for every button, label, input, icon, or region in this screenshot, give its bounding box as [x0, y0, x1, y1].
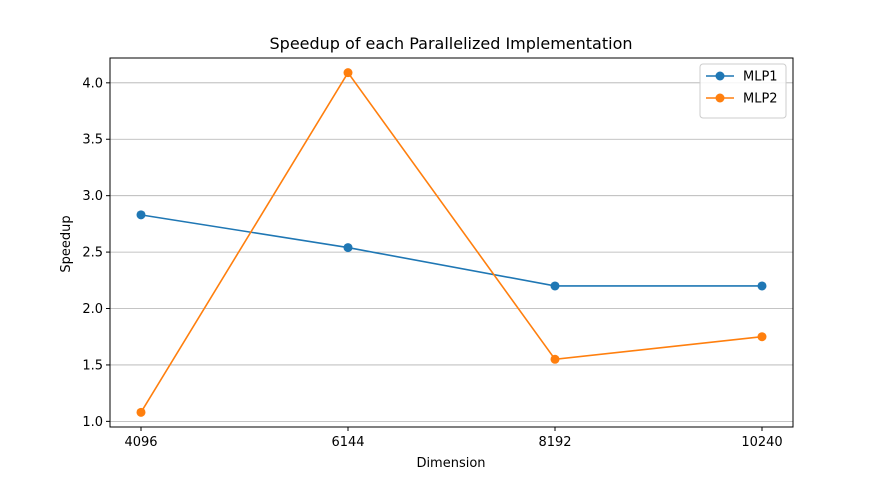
x-tick-label: 8192 — [538, 435, 571, 450]
y-tick-label: 4.0 — [82, 76, 103, 91]
data-point-mlp2 — [136, 407, 146, 417]
y-tick-label: 2.5 — [82, 246, 103, 261]
legend-swatch-marker — [715, 93, 725, 103]
legend-label-mlp1: MLP1 — [743, 70, 778, 85]
y-axis-label: Speedup — [59, 215, 74, 272]
legend-swatch-marker — [715, 71, 725, 81]
y-tick-label: 3.0 — [82, 189, 103, 204]
legend: MLP1 MLP2 — [699, 63, 787, 119]
legend-label-mlp2: MLP2 — [743, 92, 778, 107]
chart-title: Speedup of each Parallelized Implementat… — [270, 34, 633, 53]
series-line-mlp1 — [140, 214, 762, 287]
axis-ticks: 1.0 1.5 2.0 2.5 3.0 3.5 4.0 4096 6144 8192 10240 — [82, 76, 782, 450]
grid-lines — [110, 82, 793, 422]
plot-frame — [109, 57, 794, 428]
data-point-mlp1 — [136, 210, 146, 220]
data-point-mlp1 — [757, 281, 767, 291]
x-tick-label: 4096 — [124, 435, 157, 450]
data-point-mlp2 — [550, 354, 560, 364]
data-point-mlp2 — [757, 332, 767, 342]
data-point-mlp1 — [343, 243, 353, 253]
data-point-mlp1 — [550, 281, 560, 291]
x-tick-label: 6144 — [331, 435, 364, 450]
x-axis-label: Dimension — [416, 456, 485, 471]
y-tick-label: 1.0 — [82, 415, 103, 430]
y-tick-label: 2.0 — [82, 302, 103, 317]
data-point-mlp2 — [343, 68, 353, 78]
y-tick-label: 3.5 — [82, 133, 103, 148]
y-tick-label: 1.5 — [82, 358, 103, 373]
series-lines — [136, 68, 767, 417]
x-tick-label: 10240 — [741, 435, 782, 450]
series-line-mlp2 — [140, 71, 763, 413]
